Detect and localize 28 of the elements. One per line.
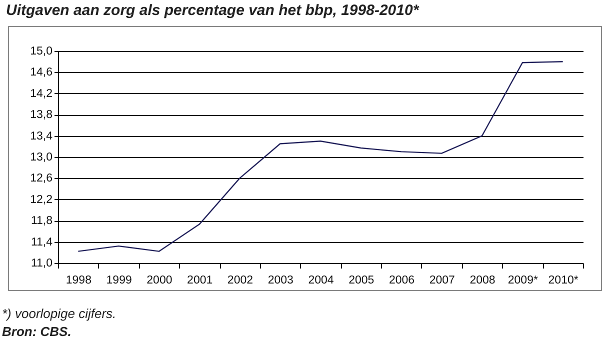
x-tick-label: 2007	[429, 274, 455, 286]
y-tick-label: 15,0	[30, 46, 52, 58]
chart-title: Uitgaven aan zorg als percentage van het bbp, 1998-2010*	[6, 2, 419, 19]
x-tick-label: 2006	[388, 274, 415, 286]
x-tick-label: 2005	[348, 274, 374, 286]
y-tick-label: 11,8	[30, 215, 52, 228]
x-tick-label: 2008	[470, 274, 496, 286]
text: *) voorlopige cijfers.	[2, 306, 116, 321]
x-tick-label: 1998	[66, 274, 92, 286]
y-tick-label: 13,8	[30, 109, 52, 122]
y-tick-label: 11,4	[30, 236, 54, 248]
y-tick-label: 13,4	[30, 130, 54, 142]
x-tick-label: 2001	[187, 274, 213, 286]
text: Bron: CBS.	[2, 324, 72, 339]
y-tick-label: 14,2	[30, 88, 52, 100]
x-tick-label: 2009*	[508, 274, 538, 286]
y-tick-label: 14,6	[30, 66, 52, 79]
line-series	[78, 61, 564, 252]
y-tick-label: 12,2	[30, 194, 52, 206]
y-tick-label: 12,6	[30, 172, 52, 185]
x-tick-label: 2004	[308, 274, 334, 286]
x-tick-label: 2003	[268, 274, 294, 286]
x-tick-label: 2002	[227, 274, 254, 286]
x-tick-label: 2000	[146, 274, 172, 286]
x-tick-label: 1999	[106, 274, 132, 286]
y-tick-label: 13,0	[30, 152, 52, 164]
y-tick-label: 11,0	[30, 258, 52, 270]
x-tick-label: 2010*	[548, 274, 579, 286]
